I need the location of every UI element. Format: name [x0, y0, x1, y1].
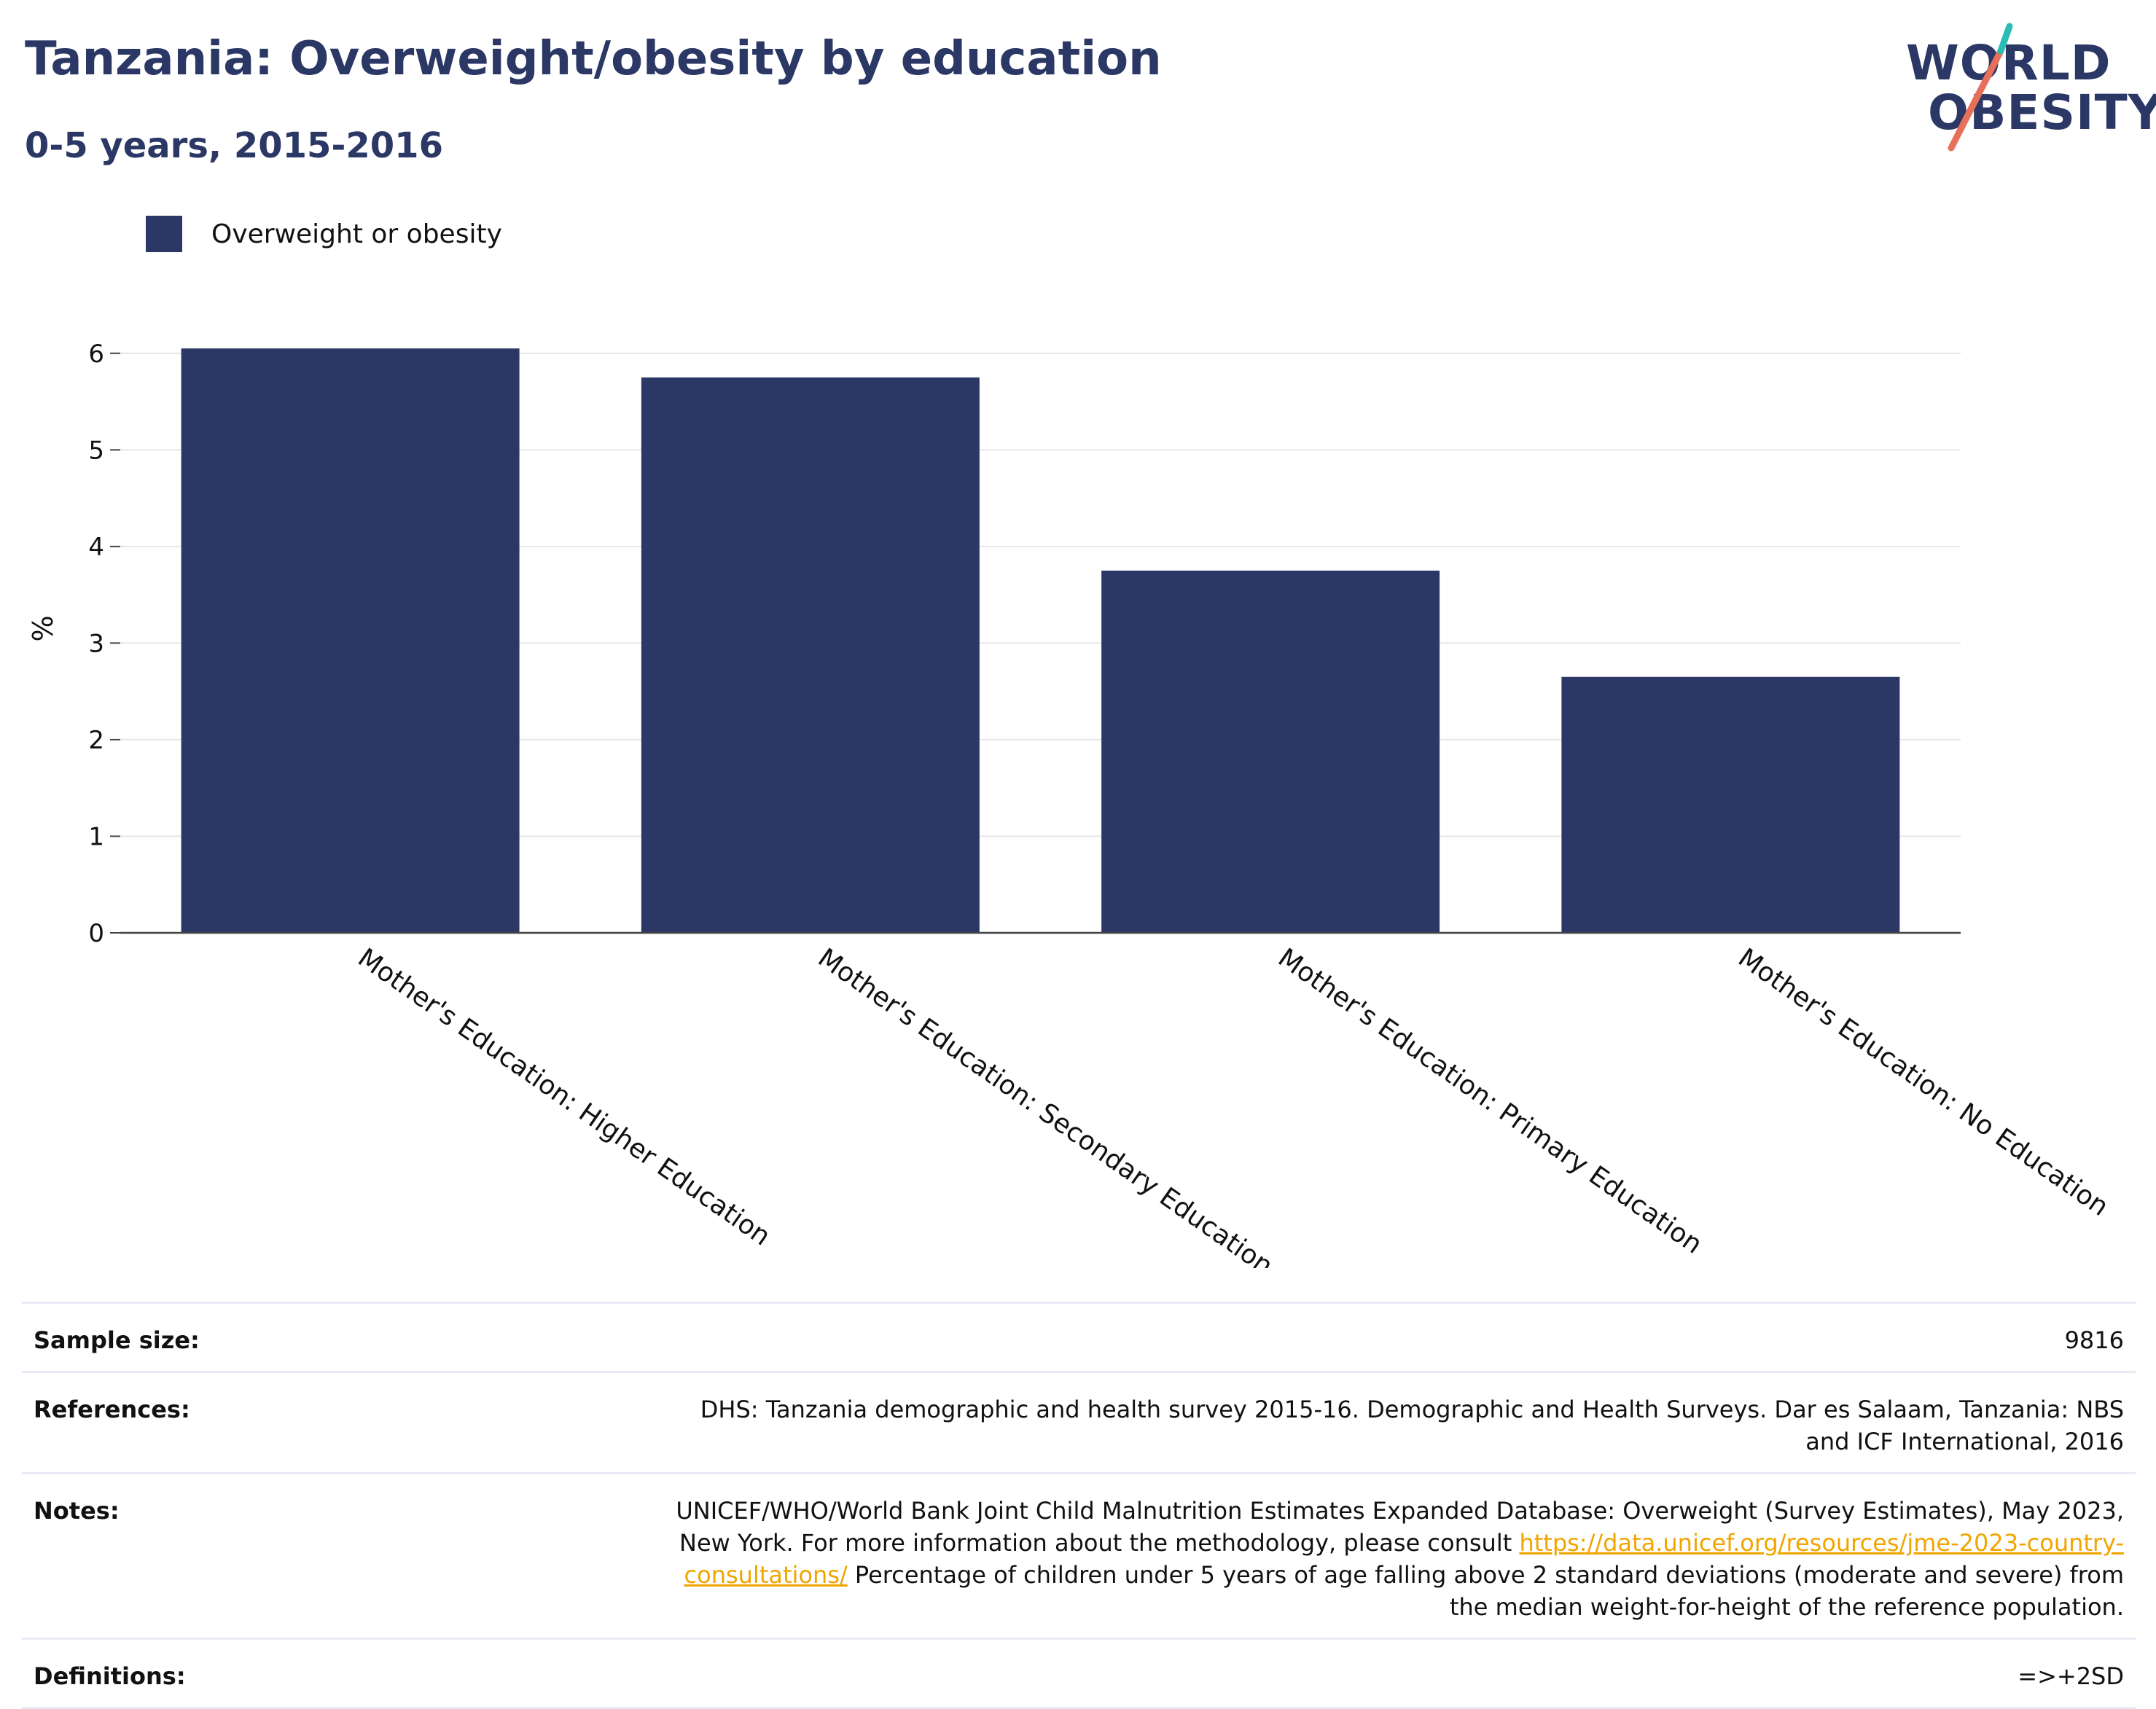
notes-value: UNICEF/WHO/World Bank Joint Child Malnut… [666, 1495, 2124, 1623]
logo-line-1: WORLD [1906, 35, 2112, 91]
notes-link[interactable]: https://data.unicef.org/resources/jme-20… [684, 1529, 2124, 1589]
x-tick-label: Mother's Education: No Education [1733, 943, 2114, 1222]
bar [1561, 676, 1900, 933]
references-value: DHS: Tanzania demographic and health sur… [700, 1396, 2124, 1455]
y-tick-label: 3 [88, 629, 104, 658]
legend-label: Overweight or obesity [211, 219, 502, 249]
definitions-value: =>+2SD [2018, 1662, 2124, 1690]
references-label: References: [34, 1396, 190, 1423]
bar-chart: 0 1 2 3 4 5 6% Mother's Education: Higher Educa… [27, 340, 2114, 1268]
logo-slash-icon [1948, 23, 2013, 152]
bar [1101, 570, 1440, 933]
references-row: References: DHS: Tanzania demographic an… [22, 1371, 2136, 1472]
x-tick-label: Mother's Education: Secondary Education [813, 943, 1278, 1268]
y-tick-label: 1 [88, 822, 104, 851]
notes-text-2: Percentage of children under 5 years of … [847, 1561, 2124, 1621]
sample-size-row: Sample size: 9816 [22, 1302, 2136, 1371]
y-tick-label: 4 [88, 533, 104, 562]
sample-size-label: Sample size: [34, 1326, 200, 1354]
notes-row: Notes: UNICEF/WHO/World Bank Joint Child… [22, 1472, 2136, 1638]
bar [181, 348, 520, 934]
y-axis-label: % [27, 615, 59, 641]
legend-swatch [146, 216, 182, 252]
chart-subtitle: 0-5 years, 2015-2016 [25, 125, 443, 166]
bar [641, 377, 980, 933]
y-tick-label: 2 [88, 726, 104, 755]
legend: Overweight or obesity [146, 216, 502, 252]
sample-size-value: 9816 [2064, 1326, 2124, 1354]
x-tick-label: Mother's Education: Higher Education [352, 943, 776, 1252]
world-obesity-logo: WORLD OBESITY [1906, 20, 2156, 152]
definitions-label: Definitions: [34, 1662, 186, 1690]
y-tick-label: 0 [88, 919, 104, 948]
y-tick-label: 5 [88, 436, 104, 465]
info-table: Sample size: 9816 References: DHS: Tanza… [22, 1302, 2136, 1709]
x-tick-label: Mother's Education: Primary Education [1273, 943, 1708, 1260]
notes-text-1: UNICEF/WHO/World Bank Joint Child Malnut… [676, 1497, 2124, 1557]
definitions-row: Definitions: =>+2SD [22, 1638, 2136, 1709]
notes-label: Notes: [34, 1497, 120, 1525]
y-tick-label: 6 [88, 340, 104, 369]
chart-title: Tanzania: Overweight/obesity by educatio… [25, 32, 1162, 86]
